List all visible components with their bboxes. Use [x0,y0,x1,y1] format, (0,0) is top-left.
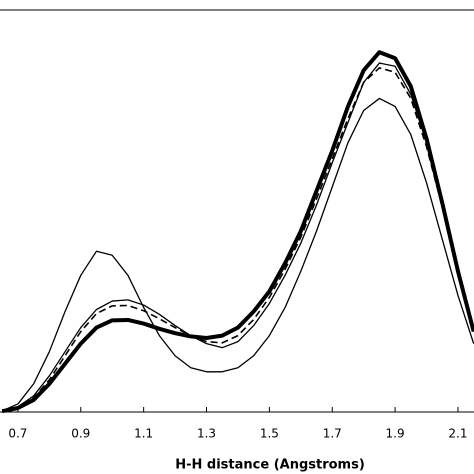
x-tick-label: 1.5 [260,427,279,441]
x-tick-label: 2.1 [448,427,467,441]
line-series [1,97,474,412]
x-tick-label: 0.7 [8,427,27,441]
line-series [2,62,474,412]
x-tick-label: 1.9 [386,427,405,441]
x-tick-label: 1.1 [134,427,153,441]
line-series [1,50,474,414]
x-tick-label: 1.7 [323,427,342,441]
x-tick-label: 0.9 [71,427,90,441]
x-tick-label: 1.3 [197,427,216,441]
x-axis-label: H-H distance (Angstroms) [175,458,365,473]
line-series [2,67,474,412]
